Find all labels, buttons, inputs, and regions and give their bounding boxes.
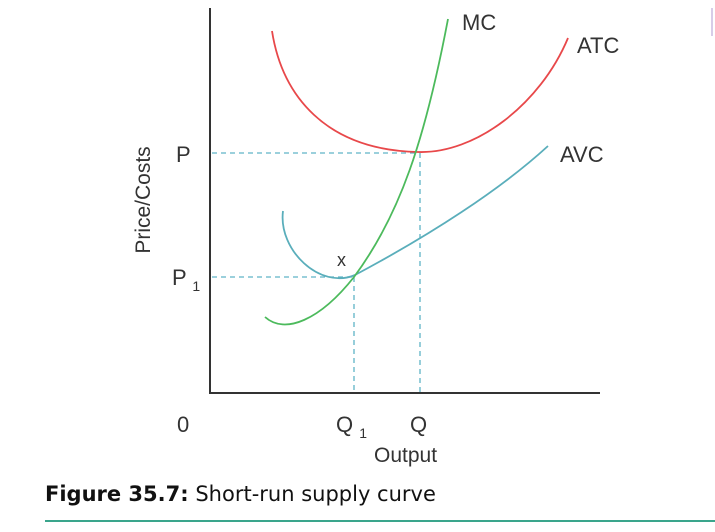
price-p1-label: P 1 bbox=[172, 265, 200, 294]
price-p1-subscript: 1 bbox=[192, 278, 200, 294]
edge-marker bbox=[711, 8, 713, 36]
mc-curve bbox=[264, 18, 449, 326]
figure-caption: Figure 35.7: Short-run supply curve bbox=[45, 482, 436, 506]
atc-curve bbox=[271, 30, 569, 153]
mc-label: MC bbox=[462, 10, 496, 35]
x-axis-label: Output bbox=[374, 444, 437, 467]
figure-caption-label: Figure 35.7: bbox=[45, 482, 189, 506]
avc-label: AVC bbox=[560, 142, 604, 167]
price-p-label: P bbox=[176, 142, 191, 167]
quantity-q1-subscript: 1 bbox=[359, 425, 367, 441]
atc-label: ATC bbox=[577, 33, 619, 58]
quantity-q1-label: Q 1 bbox=[336, 412, 367, 441]
avc-curve bbox=[281, 145, 549, 280]
point-x-label: x bbox=[337, 250, 346, 270]
origin-label: 0 bbox=[177, 412, 189, 437]
figure-caption-text: Short-run supply curve bbox=[195, 482, 436, 506]
quantity-q1-main: Q bbox=[336, 412, 353, 437]
y-axis-label: Price/Costs bbox=[132, 146, 155, 253]
price-p1-main: P bbox=[172, 265, 186, 290]
quantity-q-label: Q bbox=[410, 412, 427, 437]
caption-divider bbox=[45, 520, 715, 522]
